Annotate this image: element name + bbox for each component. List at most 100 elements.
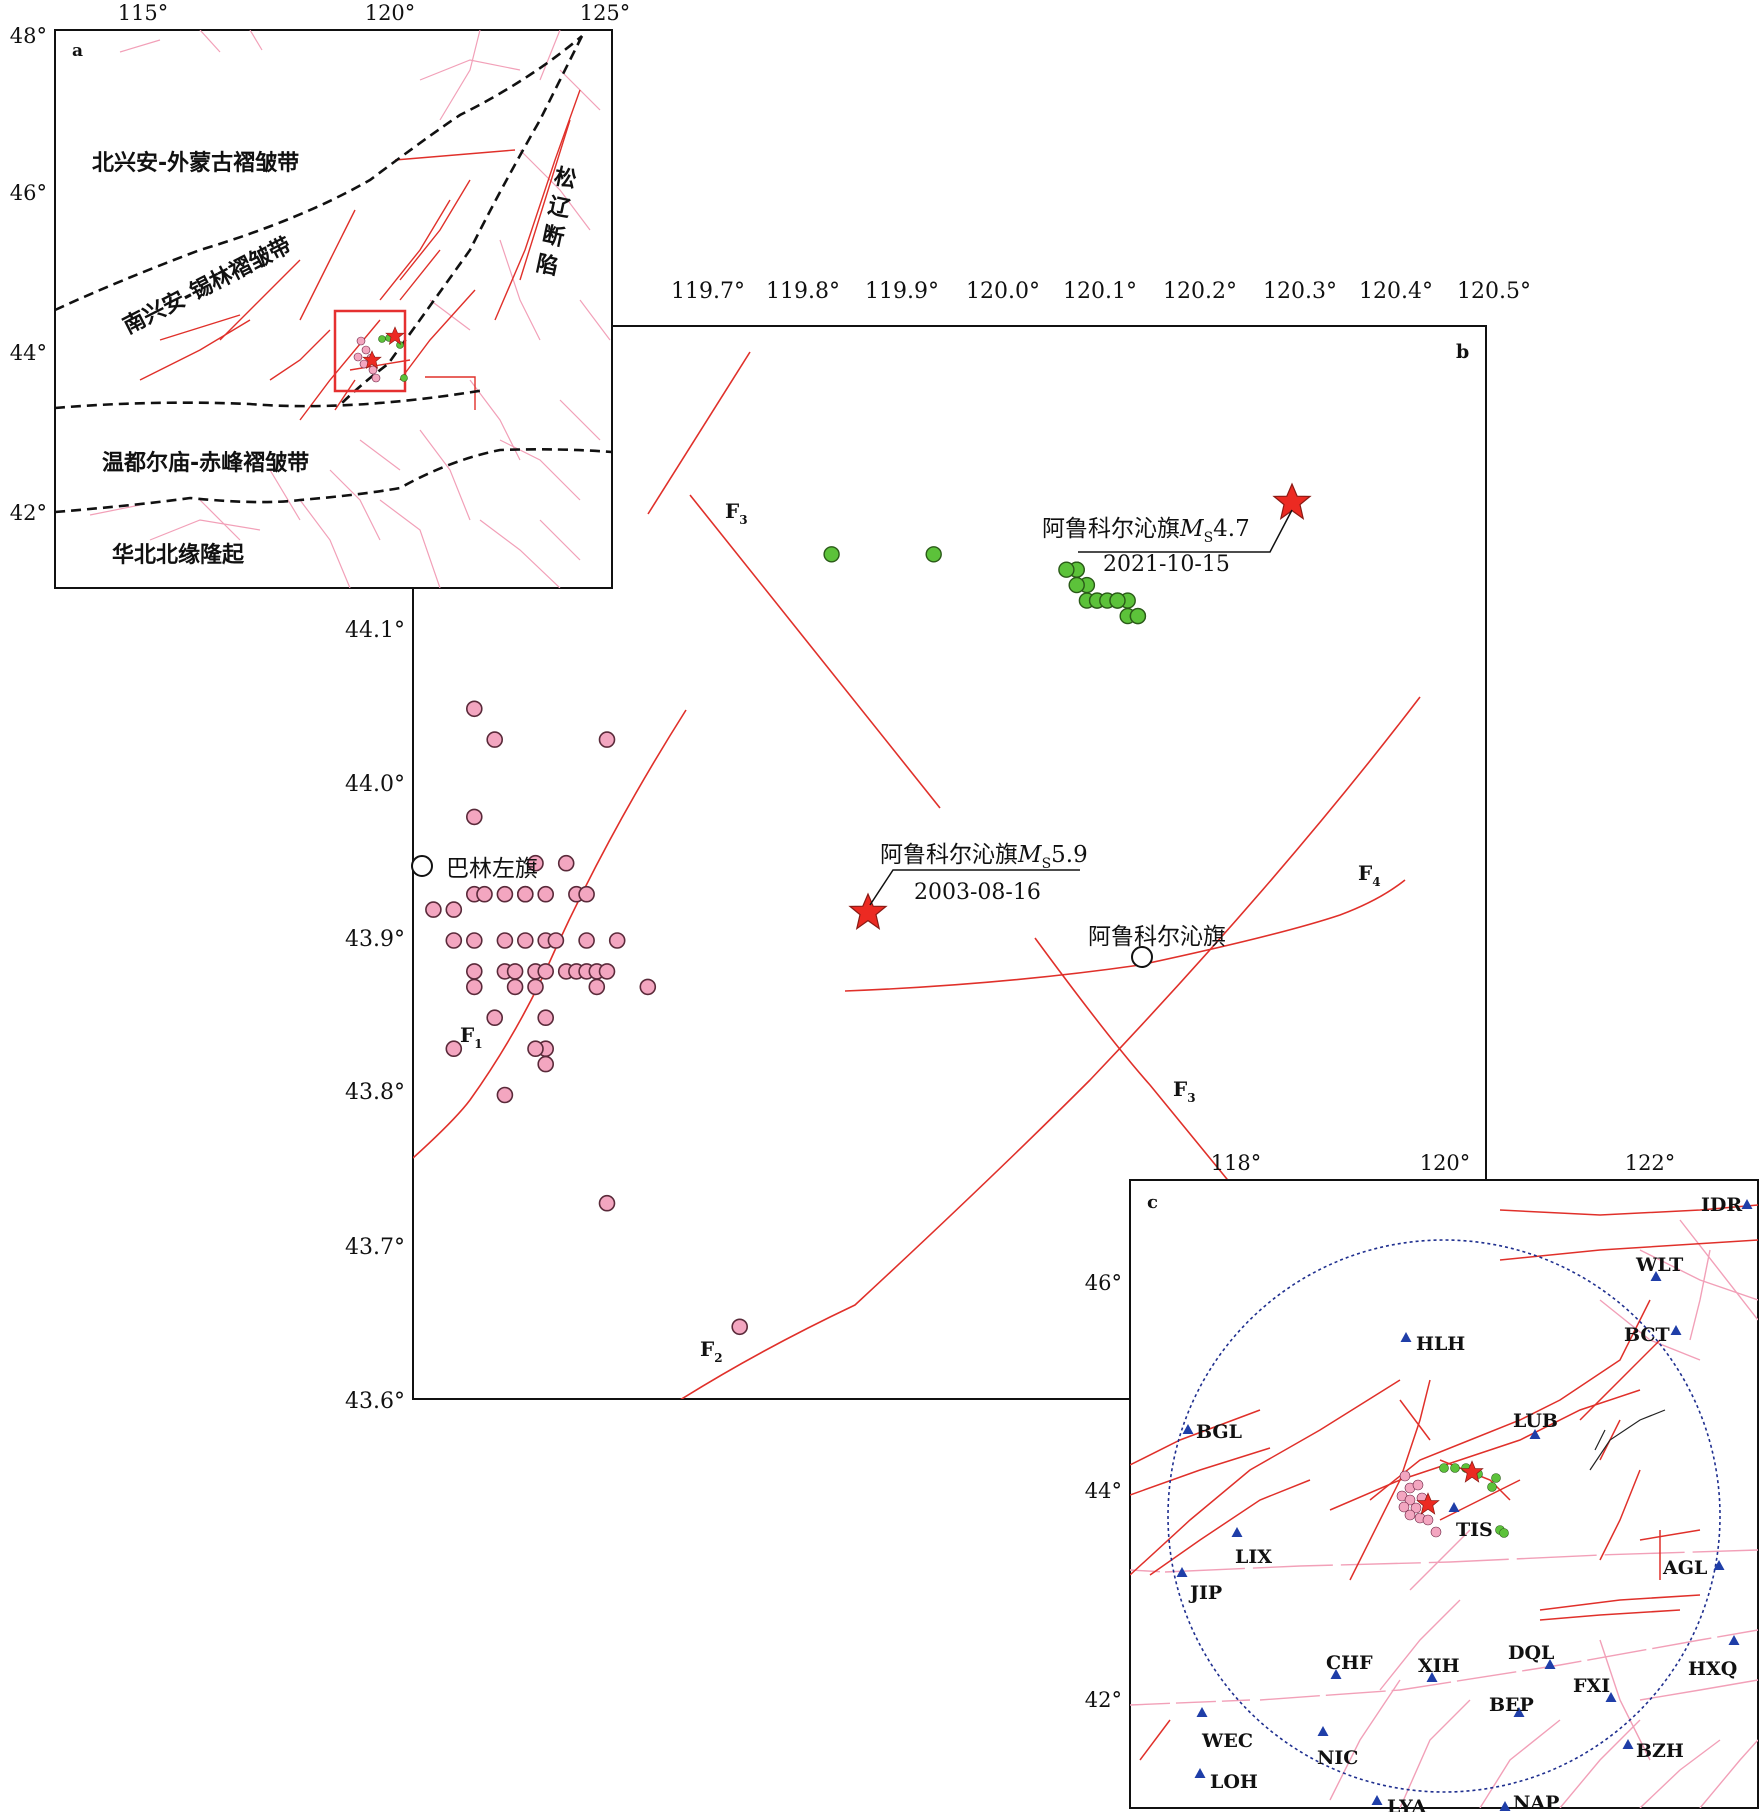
panel-c-events: [1396, 1463, 1509, 1538]
aftershock-2003-marker: [598, 731, 616, 748]
station-triangle-icon: [1513, 1707, 1525, 1717]
station-triangle-icon: [1728, 1635, 1740, 1645]
aftershock-2003-marker: [557, 854, 575, 872]
aftershock-2003-marker: [537, 963, 555, 980]
aftershocks-2021: [823, 546, 1147, 625]
station-label: WEC: [1201, 1730, 1253, 1752]
station-label: BCT: [1624, 1324, 1670, 1346]
aftershock-2003-marker: [465, 932, 483, 949]
aftershock-2003-marker: [506, 963, 524, 980]
lon-tick: 120.2°: [1163, 279, 1237, 304]
aftershock-2021-marker: [1058, 561, 1075, 578]
aftershock-2003-marker: [516, 885, 534, 903]
station-label: BGL: [1196, 1421, 1242, 1443]
panel-a-frame: [54, 29, 613, 589]
aftershock-2003-marker: [445, 1040, 463, 1057]
aftershock-2021-marker: [1109, 592, 1126, 609]
station-triangle-icon: [1670, 1325, 1682, 1335]
station-triangle-icon: [1176, 1567, 1188, 1577]
songliao-char: 断: [540, 221, 567, 251]
aftershock-2003-marker: [578, 932, 595, 949]
station-label: LYA: [1387, 1796, 1426, 1812]
station-label: LOH: [1210, 1771, 1258, 1793]
station-triangle-icon: [1622, 1739, 1634, 1749]
lat-tick: 44°: [1085, 1479, 1122, 1503]
station-label: NIC: [1317, 1747, 1358, 1769]
aftershock-2021-marker: [1129, 607, 1147, 625]
aftershock-2003-marker: [598, 963, 616, 980]
station-triangle-icon: [1196, 1707, 1208, 1717]
aftershock-2003-marker: [445, 932, 463, 949]
panel-b-label: b: [1456, 341, 1469, 363]
town-label-balinzuoqi: 巴林左旗: [446, 856, 538, 882]
aftershock-2003-marker: [465, 978, 483, 996]
station-label: TIS: [1456, 1519, 1493, 1541]
aftershock-2003-marker: [496, 885, 514, 903]
fault-label-f2: F2: [700, 1337, 723, 1365]
station-label: XIH: [1418, 1655, 1460, 1677]
unit-label-bei-xingan: 北兴安-外蒙古褶皱带: [92, 150, 299, 176]
songliao-char: 松: [552, 164, 579, 193]
aftershock-2003-marker: [506, 978, 524, 996]
aftershock-2003-marker: [465, 808, 483, 826]
lon-tick: 115°: [118, 1, 169, 25]
panel-b-lon-axis: 119.7° 119.8° 119.9° 120.0° 120.1° 120.2…: [671, 279, 1531, 304]
station-label: DQL: [1508, 1642, 1554, 1664]
aftershocks-2003: [425, 700, 749, 1336]
lat-tick: 43.8°: [345, 1080, 405, 1105]
lon-tick: 119.9°: [865, 279, 939, 304]
unit-label-huabei: 华北北缘隆起: [112, 542, 245, 568]
aftershock-2003-marker: [731, 1318, 749, 1336]
aftershock-2003-marker: [537, 1009, 555, 1027]
aftershock-2003-marker: [486, 1009, 504, 1027]
aftershock-2021-marker: [823, 546, 840, 563]
station-triangle-icon: [1544, 1659, 1556, 1669]
aftershock-2003-marker: [496, 1086, 514, 1104]
station-triangle-icon: [1448, 1502, 1460, 1512]
panel-a-study-area-box: [333, 309, 407, 393]
lon-tick: 119.8°: [766, 279, 840, 304]
fault-label-f1: F1: [460, 1023, 483, 1051]
station-triangle-icon: [1400, 1332, 1412, 1342]
panel-c-label: c: [1147, 1192, 1158, 1213]
panel-a: a 北兴安-外蒙古褶皱带 南兴安-锡林褶皱带 温都尔庙-赤峰褶皱带 华北北缘隆起…: [10, 1, 630, 589]
panel-c-lat-axis: 46° 44° 42°: [1085, 1271, 1122, 1712]
town-arukorqin-icon: [1131, 946, 1153, 968]
fault-label-f4: F4: [1358, 861, 1381, 889]
station-triangle-icon: [1194, 1768, 1206, 1778]
station-label: AGL: [1662, 1557, 1707, 1579]
fault-label-f3-north: F3: [725, 499, 748, 527]
date-eq-2021: 2021-10-15: [1103, 552, 1230, 577]
panel-b-lat-axis: 44.1° 44.0° 43.9° 43.8° 43.7° 43.6°: [345, 618, 405, 1414]
panel-c-lon-axis: 118° 120° 122°: [1211, 1151, 1676, 1175]
aftershock-2003-marker: [465, 700, 483, 718]
aftershock-2003-marker: [465, 963, 483, 980]
panel-a-label: a: [72, 41, 83, 61]
station-label: IDR: [1701, 1194, 1742, 1216]
panel-a-lat-axis: 48° 46° 44° 42°: [10, 24, 47, 525]
label-eq-2003: 阿鲁科尔沁旗MS5.9: [880, 842, 1088, 872]
lon-tick: 118°: [1211, 1151, 1262, 1175]
date-eq-2003: 2003-08-16: [914, 880, 1041, 905]
station-triangle-icon: [1231, 1527, 1243, 1537]
panel-c-range-circle: [1167, 1239, 1721, 1793]
aftershock-2003-marker: [476, 885, 493, 903]
station-label: BEP: [1489, 1694, 1534, 1716]
fault-f3-north: [689, 494, 941, 809]
lon-tick: 120.4°: [1359, 279, 1433, 304]
station-triangle-icon: [1371, 1795, 1383, 1805]
station-triangle-icon: [1330, 1669, 1342, 1679]
panel-c-faults: [1130, 1204, 1758, 1808]
lat-tick: 42°: [10, 501, 47, 525]
fault-f1-north-segment: [647, 351, 751, 515]
lon-tick: 120°: [365, 1, 416, 25]
aftershock-2003-marker: [639, 978, 657, 996]
station-label: WLT: [1635, 1254, 1683, 1276]
station-triangle-icon: [1182, 1424, 1194, 1434]
station-label: JIP: [1188, 1582, 1222, 1604]
aftershock-2003-marker: [598, 1194, 616, 1212]
panel-a-faults: [89, 30, 611, 588]
aftershock-2003-marker: [588, 978, 606, 996]
station-triangle-icon: [1605, 1692, 1617, 1702]
